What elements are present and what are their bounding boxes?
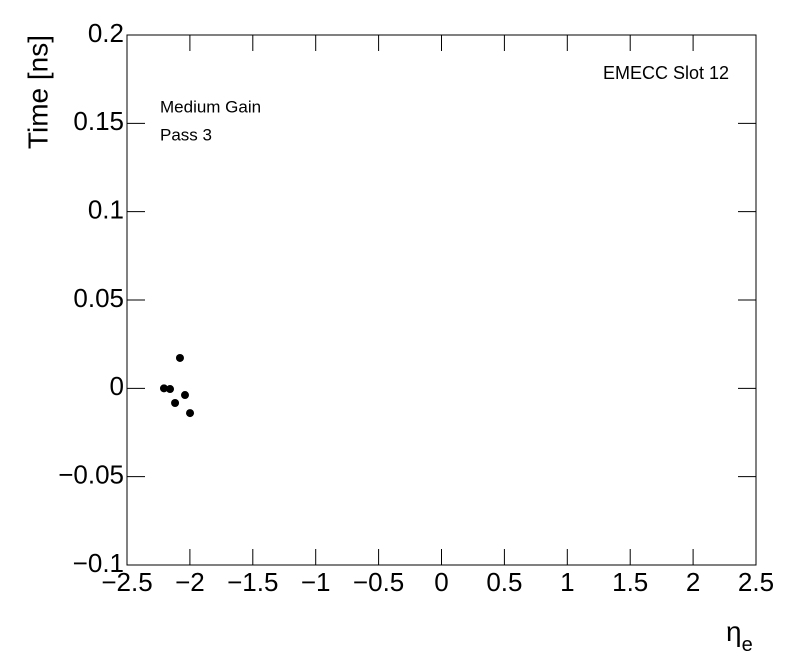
y-tick-label: 0.05	[73, 283, 124, 313]
annotation: EMECC Slot 12	[603, 63, 729, 83]
x-tick-label: −1.5	[227, 567, 278, 597]
x-axis-label: ηe	[726, 616, 753, 656]
x-tick-label: −1	[301, 567, 331, 597]
y-tick-label: 0.2	[88, 18, 124, 48]
x-tick-label: −2	[175, 567, 205, 597]
x-tick-label: 2.5	[738, 567, 774, 597]
point	[186, 409, 195, 418]
point	[166, 385, 175, 394]
x-tick-label: −2.5	[101, 567, 152, 597]
point	[180, 391, 189, 400]
annotation: Medium Gain	[160, 97, 261, 116]
y-tick-label: −0.1	[73, 548, 124, 578]
y-axis-label: Time [ns]	[22, 35, 53, 149]
point	[171, 398, 180, 407]
y-tick-label: −0.05	[58, 460, 124, 490]
x-tick-label: 0.5	[486, 567, 522, 597]
y-tick-label: 0.1	[88, 195, 124, 225]
x-tick-label: 1.5	[612, 567, 648, 597]
x-tick-label: 0	[434, 567, 448, 597]
x-axis-label-sub: e	[742, 634, 753, 656]
x-tick-label: 1	[560, 567, 574, 597]
point	[159, 384, 168, 393]
y-tick-label: 0.15	[73, 106, 124, 136]
point	[175, 353, 184, 362]
annotation: Pass 3	[160, 125, 212, 144]
x-tick-label: −0.5	[353, 567, 404, 597]
x-tick-label: 2	[686, 567, 700, 597]
x-axis-label-main: η	[726, 616, 742, 647]
y-tick-label: 0	[110, 371, 124, 401]
